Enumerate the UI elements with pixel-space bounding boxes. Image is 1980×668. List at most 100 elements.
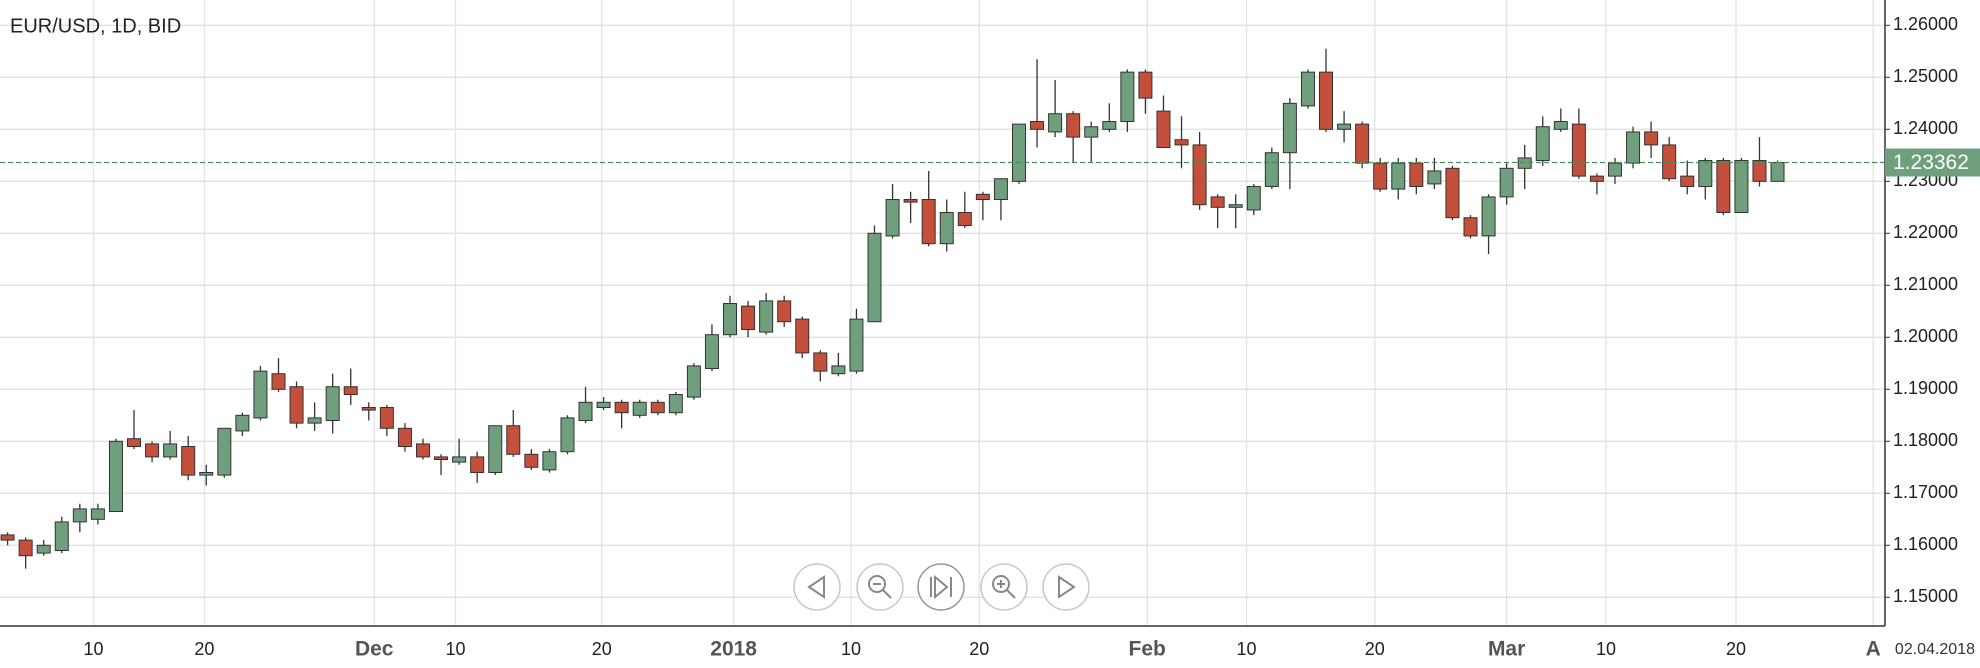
candle-body [145,443,160,458]
candle-body [1770,161,1785,182]
candle-body [723,303,738,336]
candle-body [470,456,485,474]
y-tick-label: 1.18000 [1893,430,1958,450]
chart-title: EUR/USD, 1D, BID [10,15,181,37]
candle-body [957,212,972,227]
candle-body [307,417,322,424]
candle-body [1120,71,1135,123]
x-tick-label: 20 [1726,639,1746,659]
candle-body [1084,126,1099,138]
candle-body [1571,123,1586,177]
candle-body [271,373,286,390]
candle-body [415,443,430,458]
candle-body [560,417,575,453]
candle-body [18,539,33,557]
candle-body [434,456,449,461]
grid [0,0,1885,626]
candle-body [1300,71,1315,107]
candle-body [1644,131,1659,146]
candle-body [1680,175,1695,188]
candle-body [397,427,412,448]
candle-body [343,386,358,396]
candle-body [1373,162,1388,190]
x-tick-label: Feb [1129,638,1166,661]
candle-body [1246,186,1261,211]
candle-body [36,544,51,554]
candle-body [325,386,340,422]
candle-body [1048,113,1063,133]
candle-body [54,521,69,551]
candle-body [903,199,918,203]
candle-body [704,334,719,370]
candle-body [741,305,756,331]
candle-body [1391,162,1406,190]
candle-body [542,451,557,471]
candle-body [1734,160,1749,214]
candle-body [163,443,178,458]
candle-body [1066,113,1081,138]
candle-body [506,425,521,455]
candle-body [253,370,268,419]
candle-body [614,401,629,414]
last-price-label: 1.23362 [1893,151,1969,174]
candle-body [1445,167,1460,219]
candle-body [72,508,87,523]
candle-body [1626,131,1641,164]
candle-body [361,407,376,411]
candle-body [921,199,936,245]
x-tick-label: 2018 [710,638,757,661]
candle-body [1319,71,1334,130]
y-tick-label: 1.26000 [1893,14,1958,34]
candle-body [488,425,503,474]
candle-body [1698,160,1713,188]
candle-body [1174,139,1189,146]
candle-body [668,394,683,414]
candle-body [1463,217,1478,237]
y-tick-label: 1.15000 [1893,586,1958,606]
candle-body [524,453,539,468]
scroll-right-button[interactable] [1042,563,1090,611]
date-label: 02.04.2018 [1895,641,1975,658]
candle-body [1409,162,1424,188]
zoom-out-button[interactable] [856,563,904,611]
candle-body [650,401,665,414]
y-tick-label: 1.20000 [1893,326,1958,346]
candle-body [596,401,611,409]
candle-body [1481,196,1496,237]
candle-body [0,534,15,541]
candle-body [1210,196,1225,208]
candle-body [1192,144,1207,206]
candle-body [217,427,232,476]
reset-button[interactable] [917,563,965,611]
candle-body [1752,160,1767,182]
candle-body [1355,123,1370,164]
candle-body [1553,121,1568,130]
candle-body [1535,126,1550,162]
zoom-in-button[interactable] [980,563,1028,611]
navigation-buttons [793,563,1090,611]
x-tick-label: A [1866,638,1881,661]
candle-body [108,440,123,513]
x-tick-label: 20 [592,639,612,659]
candle-body [759,300,774,333]
candle-body [1716,160,1731,214]
candle-body [1156,110,1171,149]
x-tick-label: 10 [1237,639,1257,659]
y-tick-label: 1.19000 [1893,378,1958,398]
last-price-box [1885,148,1980,177]
x-tick-label: 20 [194,639,214,659]
candle-body [289,386,304,424]
x-tick-label: 20 [969,639,989,659]
candle-body [90,508,105,520]
scroll-left-button[interactable] [793,563,841,611]
candle-body [1228,204,1243,208]
candle-body [1102,121,1117,130]
candle-body [849,318,864,372]
candle-body [813,352,828,372]
x-tick-label: Mar [1488,638,1525,661]
y-tick-label: 1.25000 [1893,66,1958,86]
candle-body [181,446,196,476]
x-tick-label: 10 [84,639,104,659]
x-tick-label: 10 [445,639,465,659]
